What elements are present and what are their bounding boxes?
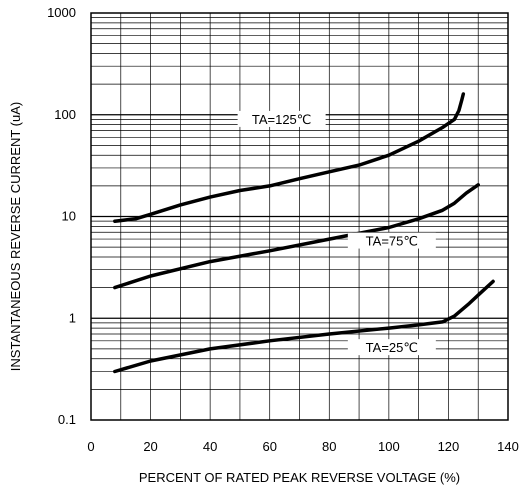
curve-label-ta-75: TA=75℃ xyxy=(366,234,418,249)
y-tick-label: 1000 xyxy=(47,5,76,20)
y-tick-label: 0.1 xyxy=(58,412,76,427)
y-axis-title: INSTANTANEOUS REVERSE CURRENT (uA) xyxy=(8,102,23,371)
series-line-ta-75 xyxy=(113,183,480,290)
x-tick-labels: 0 20 40 60 80 100 120 140 xyxy=(87,439,518,454)
x-tick-label: 40 xyxy=(203,439,217,454)
y-tick-labels: 0.1 1 10 100 1000 xyxy=(47,5,76,427)
series-layer xyxy=(113,92,495,374)
x-tick-label: 120 xyxy=(438,439,460,454)
curve-label-ta-125: TA=125℃ xyxy=(252,112,312,127)
y-tick-label: 10 xyxy=(62,209,76,224)
x-tick-label: 20 xyxy=(143,439,157,454)
plot-frame xyxy=(90,12,509,421)
minor-grid xyxy=(91,13,508,420)
curve-label-background xyxy=(347,339,436,356)
x-tick-label: 0 xyxy=(87,439,94,454)
x-tick-label: 60 xyxy=(262,439,276,454)
y-tick-label: 100 xyxy=(54,107,76,122)
x-tick-label: 80 xyxy=(322,439,336,454)
x-axis-title: PERCENT OF RATED PEAK REVERSE VOLTAGE (%… xyxy=(139,470,460,485)
curve-label-ta-25: TA=25℃ xyxy=(366,340,418,355)
x-tick-label: 140 xyxy=(497,439,519,454)
y-tick-label: 1 xyxy=(69,310,76,325)
series-line-ta-125 xyxy=(113,92,466,223)
series-line-ta-25 xyxy=(113,279,495,374)
x-tick-label: 100 xyxy=(378,439,400,454)
curve-label-background xyxy=(237,110,326,127)
curve-label-background xyxy=(347,232,436,249)
curve-labels: TA=125℃ TA=75℃ TA=25℃ xyxy=(237,110,436,356)
